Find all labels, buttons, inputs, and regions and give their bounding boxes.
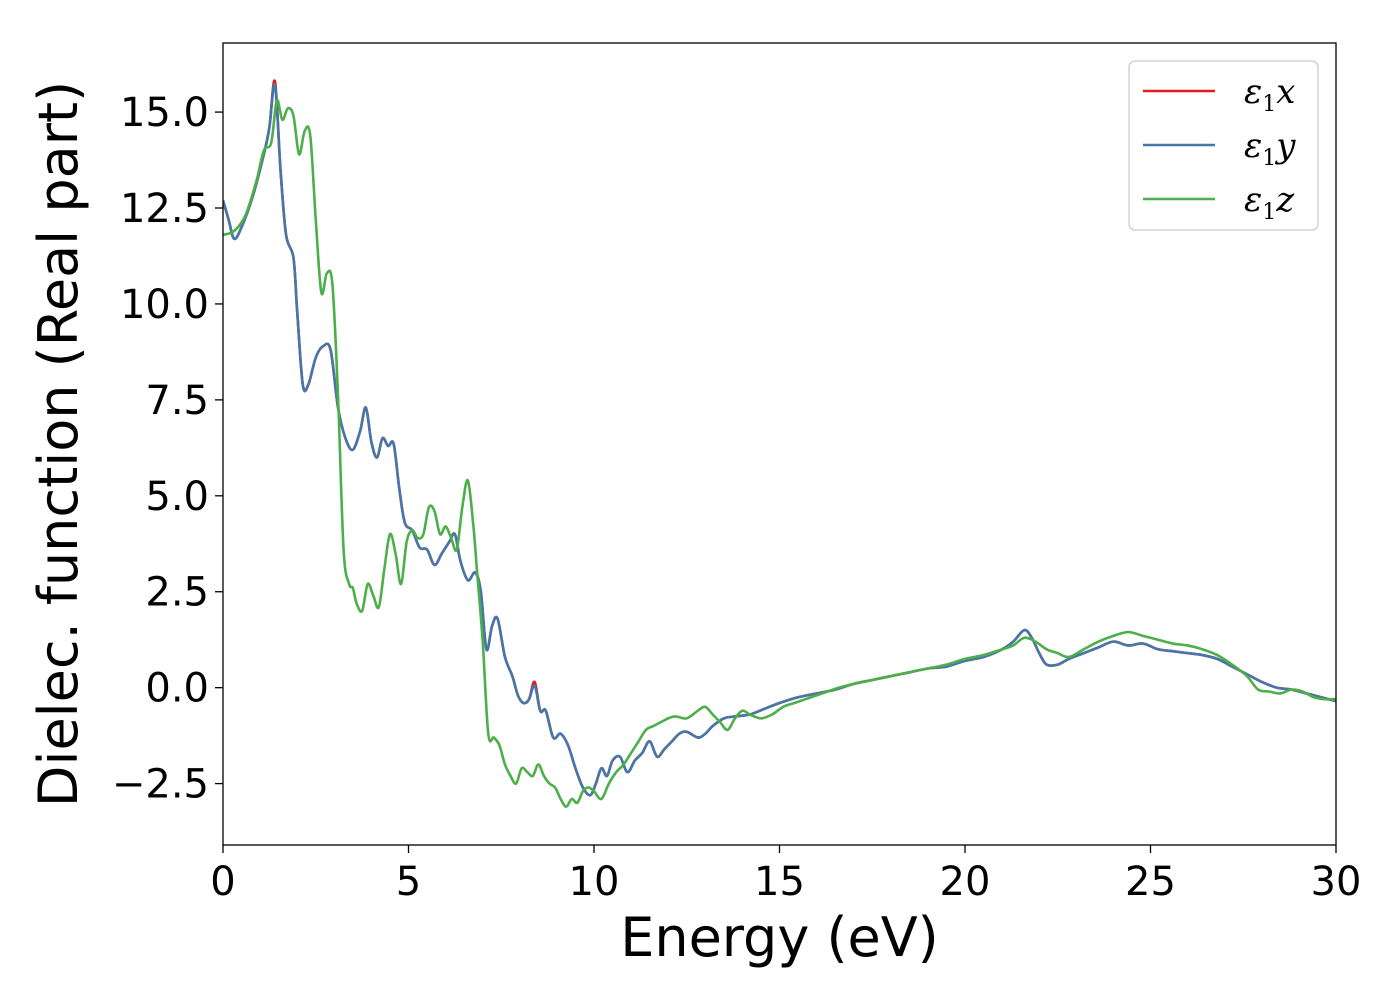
x-axis-label: Energy (eV) [620, 906, 939, 969]
y-tick-label: 0.0 [145, 666, 209, 712]
legend-symbol: ε [1244, 126, 1262, 166]
legend-component: x [1276, 72, 1295, 112]
x-axis: 0 5 10 15 20 25 30 [210, 845, 1361, 905]
x-tick-label: 30 [1311, 859, 1362, 905]
legend-component: z [1275, 180, 1295, 220]
legend-symbol: ε [1244, 180, 1262, 220]
series-line-z [223, 98, 1336, 808]
legend-subscript: 1 [1262, 146, 1276, 171]
legend-subscript: 1 [1262, 92, 1276, 117]
y-tick-label: 10.0 [120, 282, 209, 328]
y-axis-label: Dielec. function (Real part) [27, 81, 90, 807]
x-tick-label: 15 [754, 859, 805, 905]
legend-symbol: ε [1244, 72, 1262, 112]
x-tick-label: 0 [210, 859, 235, 905]
y-tick-label: 12.5 [120, 186, 209, 232]
legend-label-y: ε1y [1244, 126, 1296, 171]
series-line-y [223, 83, 1336, 797]
y-tick-label: 2.5 [145, 570, 209, 616]
legend-label-x: ε1x [1244, 72, 1295, 117]
series-layer [223, 79, 1336, 808]
x-tick-label: 25 [1125, 859, 1176, 905]
x-tick-label: 5 [396, 859, 421, 905]
legend-label-z: ε1z [1244, 180, 1295, 225]
x-tick-label: 20 [940, 859, 991, 905]
y-tick-label: −2.5 [112, 762, 209, 808]
y-tick-label: 7.5 [145, 378, 209, 424]
y-tick-label: 5.0 [145, 474, 209, 520]
y-axis: −2.5 0.0 2.5 5.0 7.5 10.0 12.5 15.0 [112, 90, 223, 808]
legend-subscript: 1 [1262, 200, 1276, 225]
x-tick-label: 10 [569, 859, 620, 905]
legend-component: y [1274, 126, 1296, 166]
legend-box [1128, 60, 1319, 231]
y-tick-label: 15.0 [120, 90, 209, 136]
